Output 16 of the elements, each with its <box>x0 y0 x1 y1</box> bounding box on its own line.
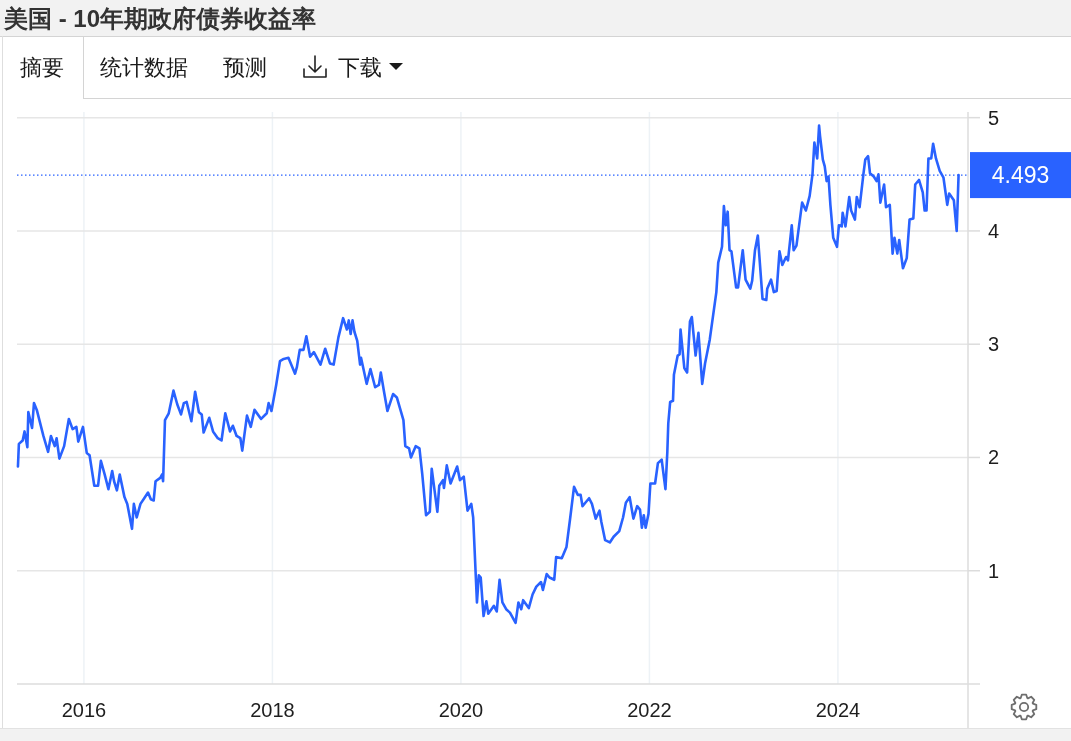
text: 统计数据 <box>100 54 188 80</box>
x-tick-label: 2022 <box>627 699 672 721</box>
x-tick-label: 2016 <box>61 699 107 721</box>
y-tick-label: 1 <box>988 559 1000 582</box>
text: 预测 <box>223 54 267 80</box>
x-tick-label: 2024 <box>815 699 861 721</box>
y-tick-label: 4 <box>988 219 1000 242</box>
y-tick-label: 2 <box>988 446 1000 469</box>
text: 摘要 <box>20 54 64 80</box>
ref-line-label: 4.493 <box>991 162 1050 189</box>
chart-title: 美国 - 10年期政府债券收益率 <box>3 5 317 32</box>
x-tick-label: 2018 <box>250 699 295 721</box>
y-tick-label: 5 <box>988 106 1000 129</box>
text: 下载 <box>338 54 382 80</box>
y-tick-label: 3 <box>988 333 1000 356</box>
x-tick-label: 2020 <box>438 699 484 721</box>
